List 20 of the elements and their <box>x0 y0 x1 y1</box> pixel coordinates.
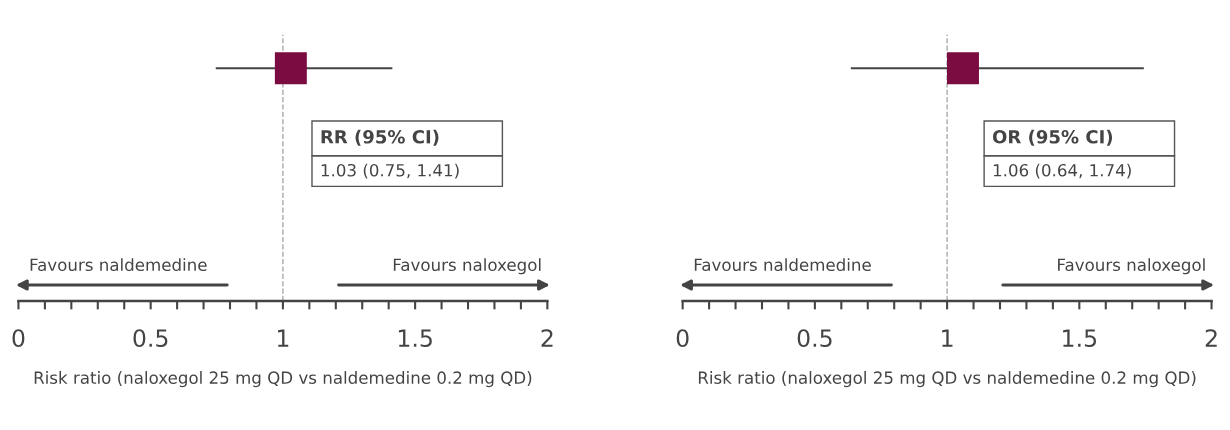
annotation: 1.03 (0.75, 1.41) <box>321 163 459 179</box>
annotation: Favours naloxegol <box>1058 258 1205 275</box>
x-tick-label: 1.5 <box>398 329 432 348</box>
annotation: 1.06 (0.64, 1.74) <box>993 163 1131 179</box>
x-tick-label: 0 <box>12 329 25 348</box>
x-axis-title: Risk ratio (naloxegol 25 mg QD vs naldemedine 0.2 mg QD) <box>34 371 532 388</box>
annotation: Favours naloxegol <box>393 258 541 275</box>
x-tick-label: 0.5 <box>797 329 832 348</box>
x-tick-label: 1 <box>277 329 289 347</box>
annotation: OR (95% CI) <box>992 129 1113 146</box>
x-axis-title: Risk ratio (naloxegol 25 mg QD vs naldemedine 0.2 mg QD) <box>698 371 1196 388</box>
annotation: Favours naldemedine <box>30 258 207 272</box>
x-tick-label: 1 <box>942 329 953 347</box>
x-tick-label: 0 <box>676 329 689 348</box>
x-tick-label: 2 <box>541 329 553 347</box>
annotation: Favours naldemedine <box>694 258 871 272</box>
x-tick-label: 2 <box>1205 329 1217 347</box>
x-tick-label: 0.5 <box>133 329 168 348</box>
annotation: RR (95% CI) <box>321 129 439 146</box>
x-tick-label: 1.5 <box>1063 329 1097 348</box>
